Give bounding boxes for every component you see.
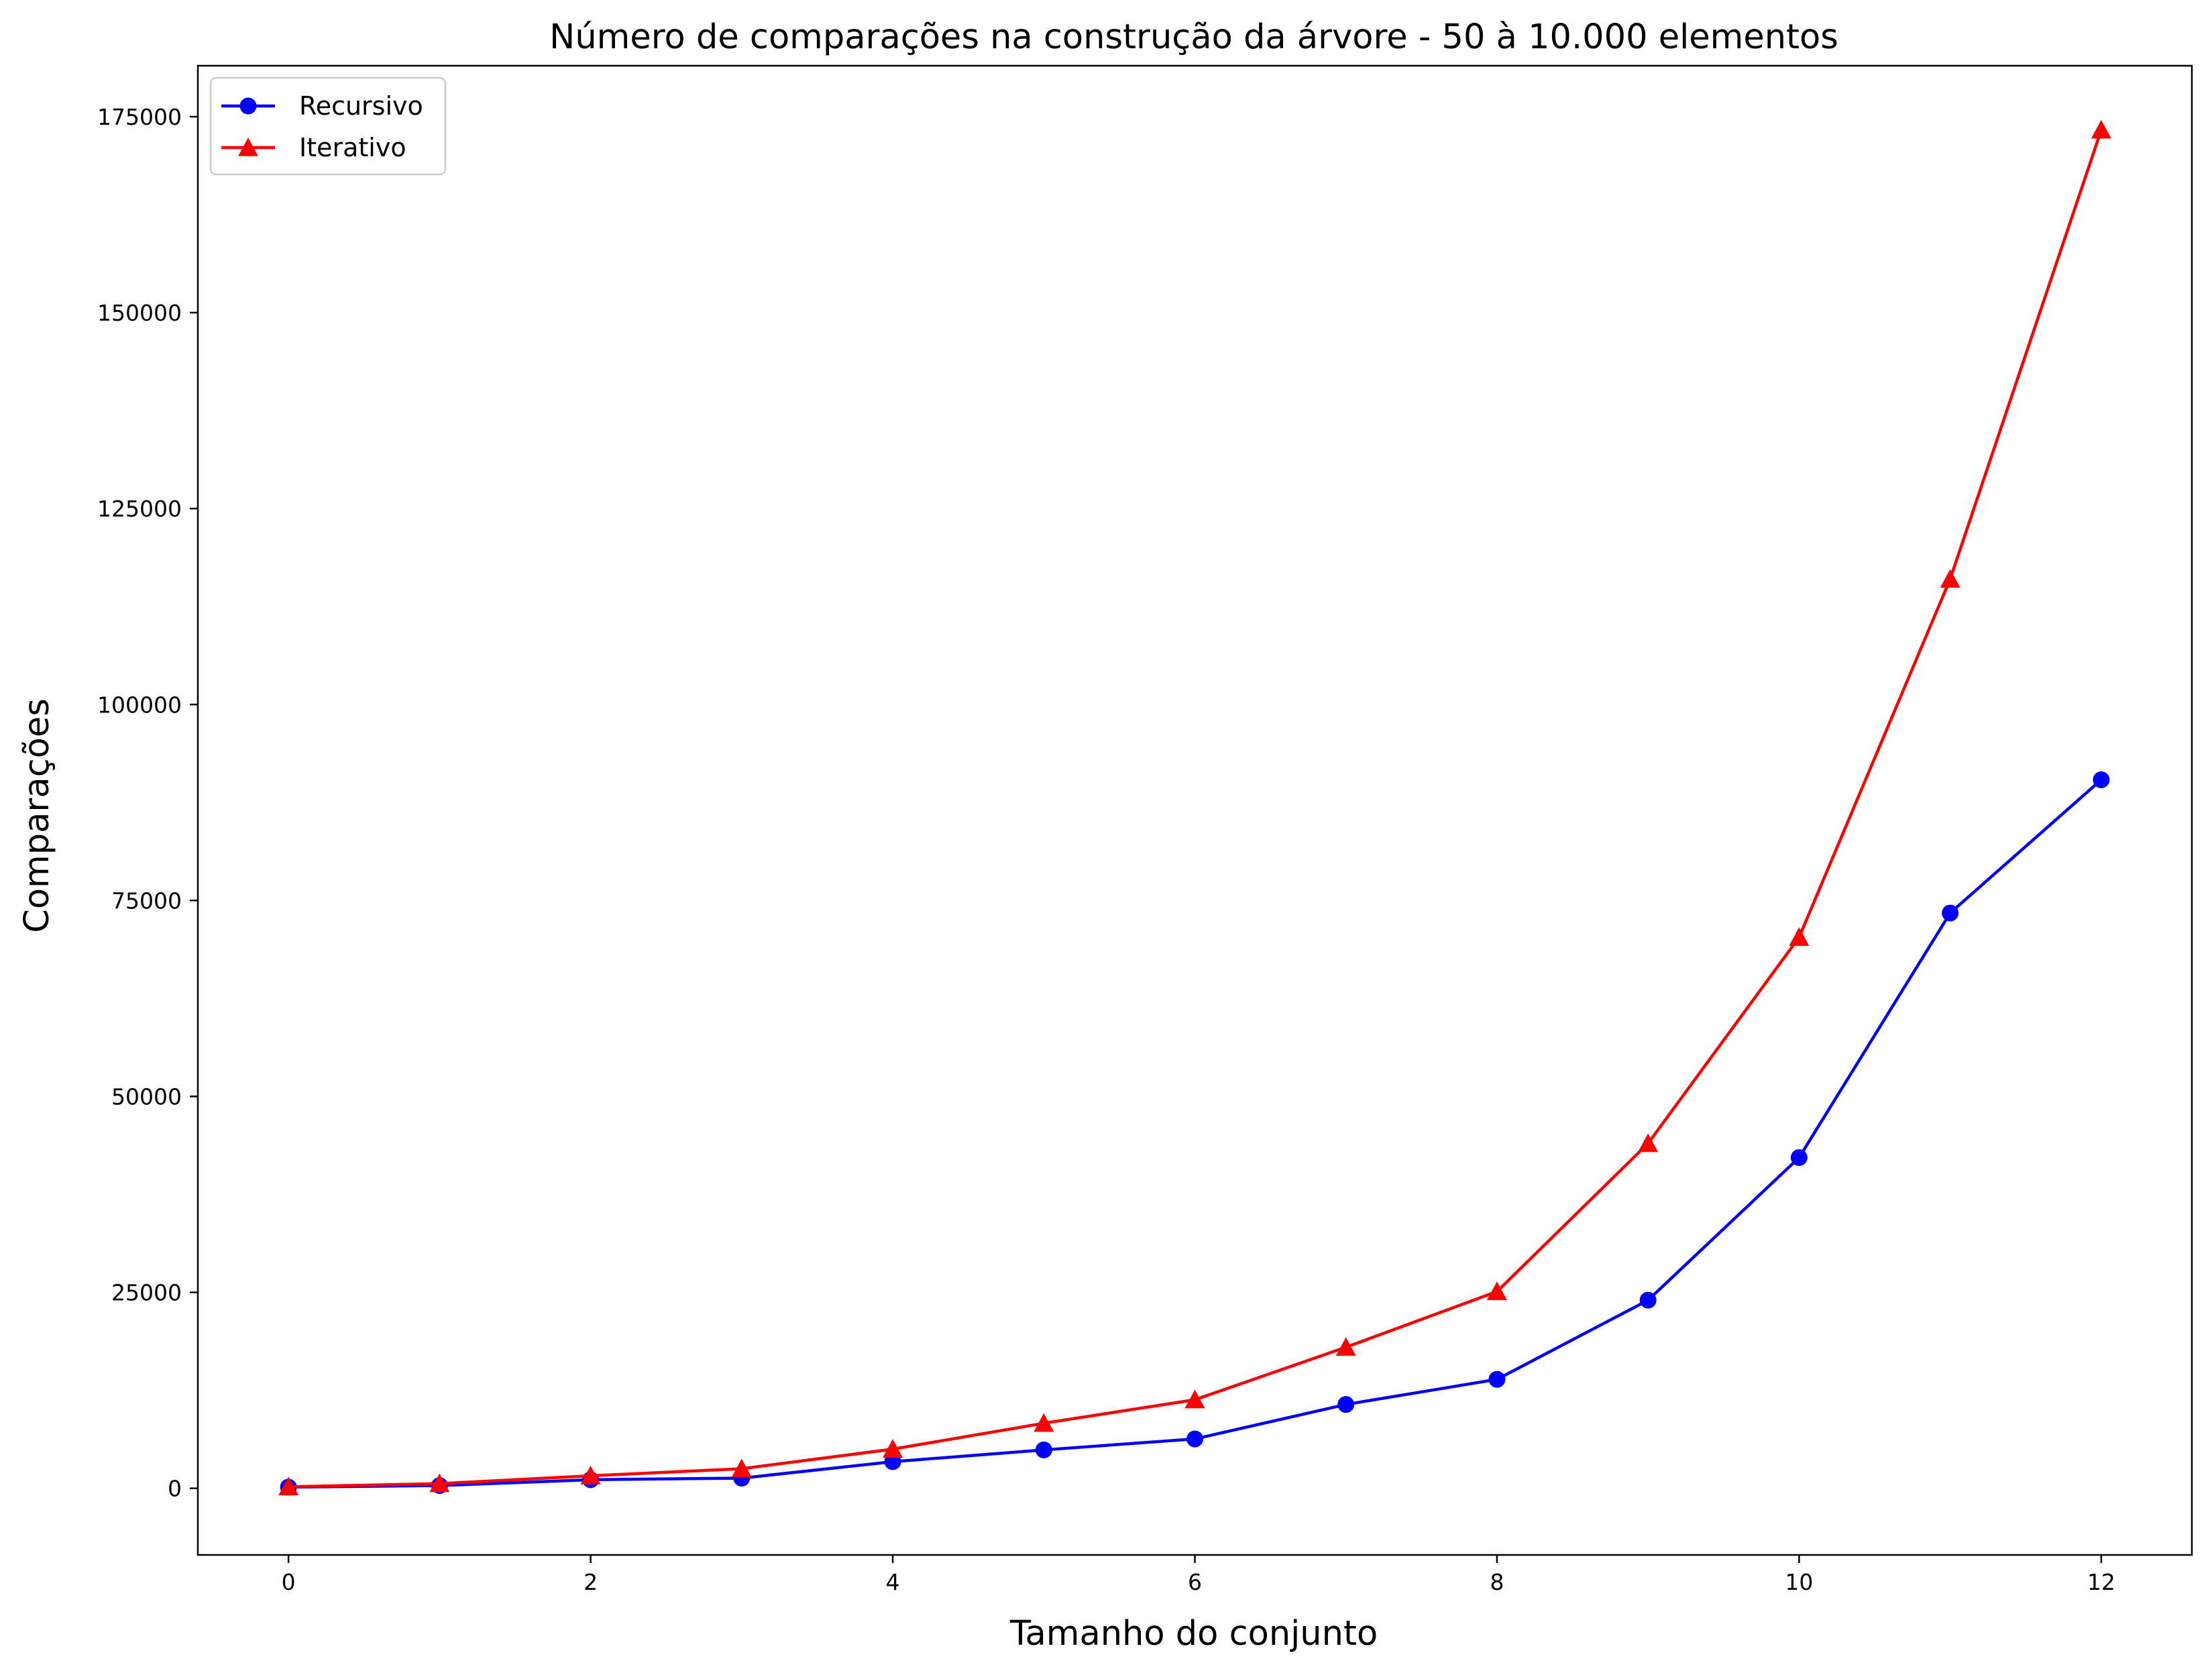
data-point: [883, 1439, 903, 1458]
legend-label: Recursivo: [299, 91, 423, 121]
data-point: [1790, 1149, 1808, 1167]
data-point: [580, 1465, 601, 1485]
data-point: [2093, 771, 2110, 788]
legend-box: [209, 76, 447, 176]
x-tick-label: 8: [1490, 1569, 1504, 1595]
data-point: [731, 1458, 752, 1478]
data-point: [1488, 1370, 1506, 1388]
series-iterativo: [278, 119, 2111, 1496]
y-tick-label: 25000: [111, 1280, 182, 1306]
legend-marker: [238, 138, 258, 156]
data-point: [2091, 119, 2111, 139]
series-layer: [278, 119, 2111, 1496]
data-point: [1942, 904, 1959, 922]
legend-entry: Recursivo: [221, 91, 423, 121]
y-axis-label: Comparações: [17, 698, 57, 933]
legend: Recursivo Iterativo: [209, 76, 447, 176]
x-axis: 0 2 4 6 8 10 12: [282, 1555, 2115, 1595]
x-tick-label: 4: [886, 1569, 900, 1595]
y-tick-label: 0: [168, 1476, 182, 1502]
data-point: [1639, 1291, 1657, 1309]
y-tick-label: 100000: [97, 692, 182, 718]
y-tick-label: 50000: [111, 1083, 182, 1110]
x-tick-label: 10: [1785, 1569, 1813, 1595]
y-tick-label: 150000: [97, 300, 182, 326]
data-point: [1335, 1337, 1356, 1356]
legend-entry: Iterativo: [221, 133, 406, 162]
legend-label: Iterativo: [299, 133, 406, 162]
x-tick-label: 0: [282, 1569, 296, 1595]
data-point: [429, 1473, 450, 1493]
y-tick-label: 175000: [97, 104, 182, 130]
y-axis: 0 25000 50000 75000 100000 125000 150000 175000: [97, 104, 198, 1502]
data-point: [1940, 569, 1960, 588]
data-point: [1337, 1396, 1355, 1413]
data-point: [1186, 1430, 1203, 1448]
data-point: [278, 1476, 299, 1496]
data-point: [1486, 1281, 1507, 1301]
y-tick-label: 125000: [97, 496, 182, 522]
data-point: [1034, 1413, 1054, 1432]
x-axis-label: Tamanho do conjunto: [1009, 1614, 1378, 1654]
data-point: [1184, 1389, 1205, 1409]
x-tick-label: 12: [2087, 1569, 2115, 1595]
y-tick-label: 75000: [111, 887, 182, 914]
data-point: [1035, 1441, 1052, 1458]
x-tick-label: 6: [1188, 1569, 1202, 1595]
x-tick-label: 2: [584, 1569, 598, 1595]
data-point: [1789, 927, 1810, 947]
chart-title: Número de comparações na construção da á…: [549, 17, 1838, 57]
legend-marker: [239, 97, 257, 115]
data-point: [1638, 1133, 1659, 1152]
